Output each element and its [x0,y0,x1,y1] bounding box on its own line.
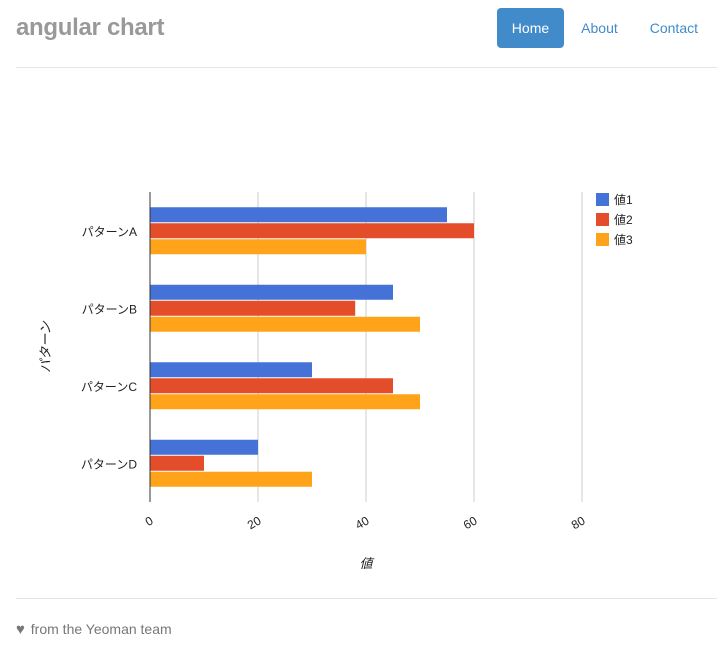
bar[interactable] [150,439,258,455]
bar[interactable] [150,378,393,394]
bar[interactable] [150,316,420,332]
x-tick-label: 0 [143,513,156,529]
legend-swatch [596,213,609,226]
bar[interactable] [150,239,366,255]
category-label: パターンD [81,457,137,471]
bar[interactable] [150,455,204,471]
app-title[interactable]: angular chart [16,14,165,41]
bar[interactable] [150,394,420,410]
legend-label[interactable]: 値3 [614,232,633,247]
bar[interactable] [150,471,312,487]
bar[interactable] [150,223,474,239]
nav-about-link[interactable]: About [581,20,618,36]
bar-chart: パターンA パターンB パターンC パターンD 0 20 40 60 80 値 パターン 値1 値2 値3 [38,192,633,571]
y-axis-title: パターン [38,320,53,372]
legend-swatch [596,233,609,246]
category-label: パターンC [81,380,137,394]
bar[interactable] [150,362,312,378]
category-label: パターンA [82,225,137,239]
header: angular chart Home About Contact [16,0,717,68]
bar[interactable] [150,300,356,316]
legend-label[interactable]: 値1 [614,192,633,207]
footer-text: from the Yeoman team [30,621,172,637]
nav-home-link[interactable]: Home [496,8,565,48]
x-tick-label: 60 [461,513,480,532]
legend-swatch [596,193,609,206]
nav-bar: Home About Contact [495,8,713,48]
bar[interactable] [150,207,447,223]
bar[interactable] [150,284,393,300]
legend-label[interactable]: 値2 [614,212,633,227]
x-tick-label: 40 [353,513,372,532]
x-tick-label: 20 [245,513,264,532]
nav-contact-link[interactable]: Contact [649,20,698,36]
category-label: パターンB [82,302,137,316]
footer-text-row: ♥ from the Yeoman team [16,621,172,638]
x-tick-label: 80 [569,513,588,532]
heart-icon: ♥ [16,621,25,638]
x-axis-title: 値 [359,556,374,571]
footer: ♥ from the Yeoman team [16,598,717,653]
